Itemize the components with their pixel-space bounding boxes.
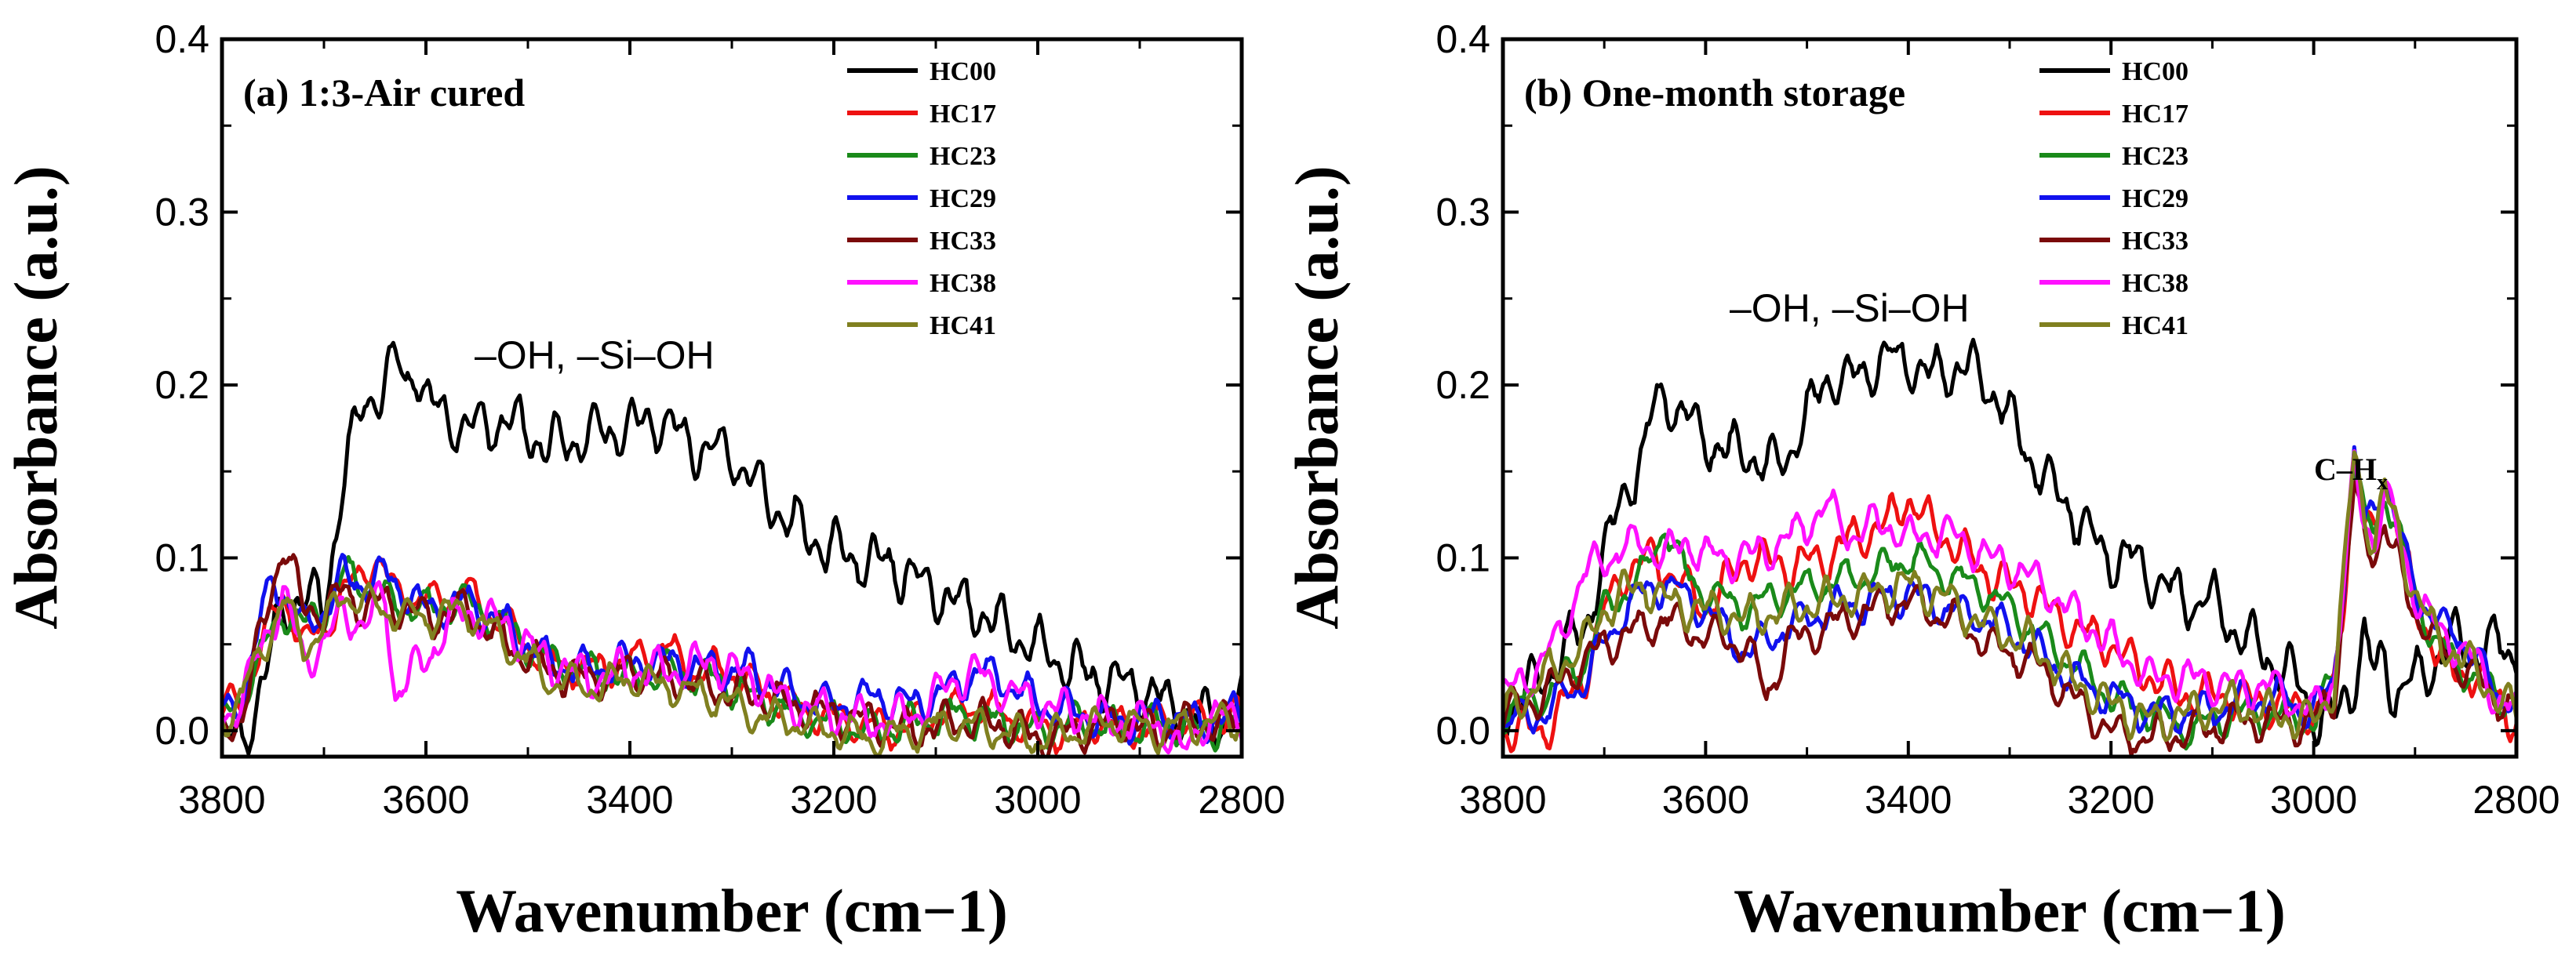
x-tick-label: 3000 bbox=[2270, 778, 2357, 822]
y-tick-label: 0.1 bbox=[1435, 536, 1490, 579]
legend-label-hc00: HC00 bbox=[930, 57, 996, 86]
series-line-hc41 bbox=[222, 581, 1242, 757]
peak-annotation: –OH, –Si–OH bbox=[475, 333, 715, 377]
y-tick-label: 0.4 bbox=[1435, 17, 1490, 61]
legend-label-hc00: HC00 bbox=[2122, 57, 2189, 86]
legend-label-hc33: HC33 bbox=[2122, 227, 2189, 256]
panel-title: (a) 1:3-Air cured bbox=[243, 71, 525, 114]
y-axis-title: Absorbance (a.u.) bbox=[1283, 165, 1351, 630]
series-line-hc29 bbox=[222, 553, 1242, 746]
legend-label-hc23: HC23 bbox=[930, 142, 996, 171]
x-axis-title: Wavenumber (cm−1) bbox=[456, 877, 1008, 945]
x-tick-label: 3800 bbox=[1459, 778, 1546, 822]
series-line-hc38 bbox=[1503, 449, 2516, 719]
legend-label-hc17: HC17 bbox=[930, 100, 996, 129]
series-line-hc00 bbox=[222, 340, 1242, 756]
ch-annotation-subscript: x bbox=[2377, 470, 2388, 495]
legend-label-hc38: HC38 bbox=[2122, 269, 2189, 298]
y-tick-label: 0.0 bbox=[155, 709, 209, 753]
x-tick-label: 3200 bbox=[2068, 778, 2155, 822]
ticks-layer: 0.0 0.1 0.2 0.3 0.4 3800 3600 3400 3200 3000 2800 bbox=[155, 17, 1285, 822]
x-tick-label: 3400 bbox=[1865, 778, 1952, 822]
legend-label-hc38: HC38 bbox=[930, 269, 996, 298]
y-tick-label: 0.1 bbox=[155, 536, 209, 579]
y-tick-label: 0.0 bbox=[1435, 709, 1490, 753]
legend-label-hc23: HC23 bbox=[2122, 142, 2189, 171]
x-tick-label: 3000 bbox=[994, 778, 1081, 822]
series-line-hc38 bbox=[222, 579, 1242, 755]
legend-label-hc29: HC29 bbox=[930, 184, 996, 213]
legend-label-hc41: HC41 bbox=[2122, 311, 2189, 340]
y-tick-label: 0.2 bbox=[155, 363, 209, 407]
x-tick-label: 3200 bbox=[790, 778, 877, 822]
panel-title: (b) One-month storage bbox=[1524, 71, 1905, 114]
legend-label-hc29: HC29 bbox=[2122, 184, 2189, 213]
ticks-layer: 0.0 0.1 0.2 0.3 0.4 3800 3600 3400 3200 3000 2800 bbox=[1435, 17, 2560, 822]
legend-label-hc33: HC33 bbox=[930, 227, 996, 256]
x-tick-label: 3600 bbox=[1662, 778, 1749, 822]
legend: HC00 HC17 HC23 HC29 HC33 HC38 HC41 bbox=[2039, 57, 2189, 340]
series-layer bbox=[222, 340, 1242, 757]
ch-annotation-text: C–H bbox=[2314, 452, 2377, 487]
y-tick-label: 0.3 bbox=[1435, 190, 1490, 234]
plot-frame bbox=[220, 37, 1244, 759]
y-axis-title: Absorbance (a.u.) bbox=[2, 165, 70, 630]
y-tick-label: 0.2 bbox=[1435, 363, 1490, 407]
x-tick-label: 3600 bbox=[382, 778, 469, 822]
legend-label-hc41: HC41 bbox=[930, 311, 996, 340]
ch-annotation: C–Hx bbox=[2314, 452, 2388, 495]
y-tick-label: 0.3 bbox=[155, 190, 209, 234]
x-tick-label: 2800 bbox=[2472, 778, 2560, 822]
peak-annotation: –OH, –Si–OH bbox=[1730, 286, 1970, 330]
series-line-hc00 bbox=[1503, 337, 2516, 747]
legend-label-hc17: HC17 bbox=[2122, 100, 2189, 129]
x-axis-title: Wavenumber (cm−1) bbox=[1734, 877, 2286, 945]
series-layer bbox=[1503, 337, 2516, 757]
x-tick-label: 3800 bbox=[178, 778, 265, 822]
x-tick-label: 3400 bbox=[586, 778, 673, 822]
legend: HC00 HC17 HC23 HC29 HC33 HC38 HC41 bbox=[847, 57, 996, 340]
y-tick-label: 0.4 bbox=[155, 17, 209, 61]
x-tick-label: 2800 bbox=[1198, 778, 1285, 822]
series-line-hc41 bbox=[1503, 450, 2516, 743]
